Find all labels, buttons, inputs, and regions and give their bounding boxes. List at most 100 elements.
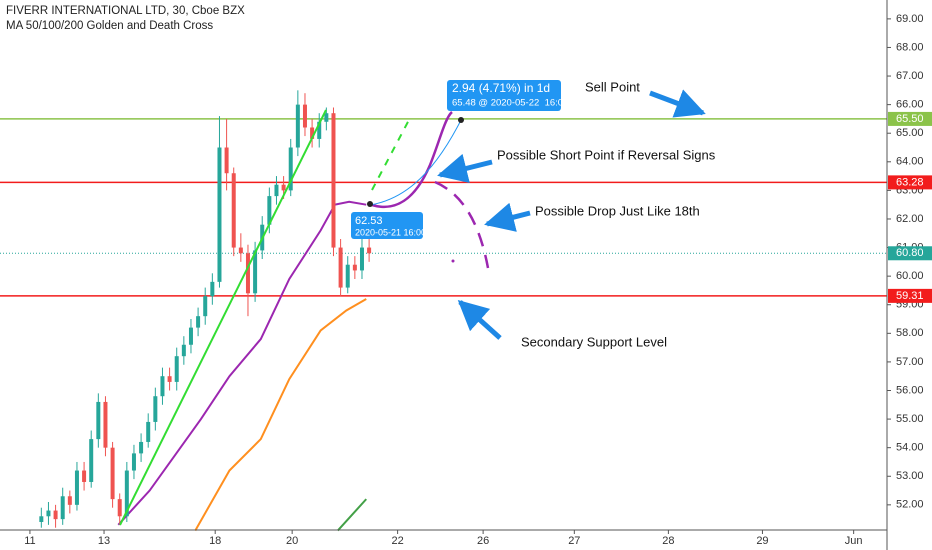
candle-body — [281, 184, 286, 191]
candle-body — [345, 264, 350, 288]
candle-body — [295, 104, 300, 148]
y-tick-label: 57.00 — [896, 356, 924, 368]
price-badge — [888, 246, 932, 261]
moving-average — [117, 200, 367, 526]
candle-body — [181, 344, 186, 357]
annotation: Possible Short Point if Reversal Signs — [497, 147, 716, 162]
y-tick-label: 62.00 — [896, 213, 924, 225]
candle-body — [60, 496, 65, 520]
candle-body — [46, 510, 51, 517]
price-badge-label: 59.31 — [896, 290, 924, 302]
price-badge-label: 60.80 — [896, 247, 924, 259]
callout-box — [447, 80, 561, 111]
candle-body — [139, 441, 144, 454]
candle-body — [117, 499, 122, 517]
y-tick-label: 64.00 — [896, 156, 924, 168]
candle-body — [245, 253, 250, 294]
candle-body — [224, 147, 229, 174]
arrow — [437, 153, 493, 184]
price-badge — [888, 111, 932, 126]
price-badge — [888, 175, 932, 190]
candle-body — [238, 247, 243, 254]
candle-body — [131, 453, 136, 471]
y-tick-label: 65.00 — [896, 127, 924, 139]
price-badge-label: 65.50 — [896, 113, 924, 125]
x-tick-label: Jun — [845, 535, 863, 547]
x-tick-label: 18 — [209, 535, 221, 547]
marker-dot — [451, 259, 455, 263]
measure-start — [367, 201, 373, 207]
trend-line — [119, 109, 327, 526]
callout-title: 2.94 (4.71%) in 1d — [452, 81, 550, 95]
measure-end — [458, 117, 464, 123]
x-tick-label: 20 — [286, 535, 298, 547]
callout-detail: 65.48 @ 2020-05-22 16:00 — [452, 98, 568, 109]
candle-body — [74, 470, 79, 505]
candle-body — [124, 470, 129, 517]
candle-body — [188, 327, 193, 345]
candle-body — [53, 510, 58, 520]
candle-body — [352, 264, 357, 271]
candle-body — [367, 247, 372, 254]
candle-body — [338, 247, 343, 288]
candle-body — [153, 396, 158, 422]
y-tick-label: 53.00 — [896, 470, 924, 482]
x-tick-label: 13 — [98, 535, 110, 547]
candle-body — [89, 439, 94, 482]
candle-body — [231, 173, 236, 248]
arrow — [649, 89, 706, 118]
arrow — [457, 299, 502, 340]
candle-body — [110, 447, 115, 500]
arrow — [484, 202, 531, 232]
y-tick-label: 55.00 — [896, 413, 924, 425]
y-tick-label: 54.00 — [896, 442, 924, 454]
candle-body — [317, 121, 322, 139]
y-tick-label: 67.00 — [896, 70, 924, 82]
x-tick-label: 29 — [756, 535, 768, 547]
annotation: Sell Point — [585, 79, 640, 94]
candle-body — [167, 376, 172, 382]
y-tick-label: 52.00 — [896, 499, 924, 511]
candle-body — [39, 516, 44, 522]
x-tick-label: 22 — [391, 535, 403, 547]
x-tick-label: 26 — [477, 535, 489, 547]
candle-body — [288, 147, 293, 191]
price-badge — [888, 288, 932, 303]
candle-body — [274, 184, 279, 197]
x-tick-label: 11 — [24, 535, 35, 547]
candle-body — [103, 401, 108, 448]
candle-body — [310, 127, 315, 139]
candle-body — [203, 296, 208, 317]
price-badge-label: 63.28 — [896, 176, 924, 188]
callout-detail: 2020-05-21 16:00 — [355, 227, 426, 237]
forecast-down — [434, 180, 490, 269]
candle-body — [96, 401, 101, 440]
x-tick-label: 28 — [662, 535, 674, 547]
candle-body — [82, 470, 87, 482]
callout-box — [351, 212, 423, 239]
measure-line — [369, 121, 461, 206]
candle-body — [302, 104, 307, 128]
callout-title: 62.53 — [355, 215, 383, 227]
y-tick-label: 69.00 — [896, 13, 924, 25]
chart-subtitle: MA 50/100/200 Golden and Death Cross — [6, 20, 213, 32]
forecast-up — [371, 111, 453, 209]
projection-line — [371, 117, 411, 191]
candle-body — [160, 376, 165, 397]
moving-average — [337, 498, 367, 532]
y-tick-label: 60.00 — [896, 270, 924, 282]
y-tick-label: 56.00 — [896, 384, 924, 396]
candle-body — [196, 316, 201, 328]
chart-title: FIVERR INTERNATIONAL LTD, 30, Cboe BZX — [6, 5, 245, 17]
candle-body — [324, 113, 329, 122]
plot-area — [0, 90, 887, 532]
candle-body — [253, 250, 258, 294]
candle-body — [359, 247, 364, 271]
annotation: Possible Drop Just Like 18th — [535, 203, 700, 218]
y-tick-label: 68.00 — [896, 41, 924, 53]
candle-body — [217, 147, 222, 282]
moving-average — [194, 298, 367, 532]
